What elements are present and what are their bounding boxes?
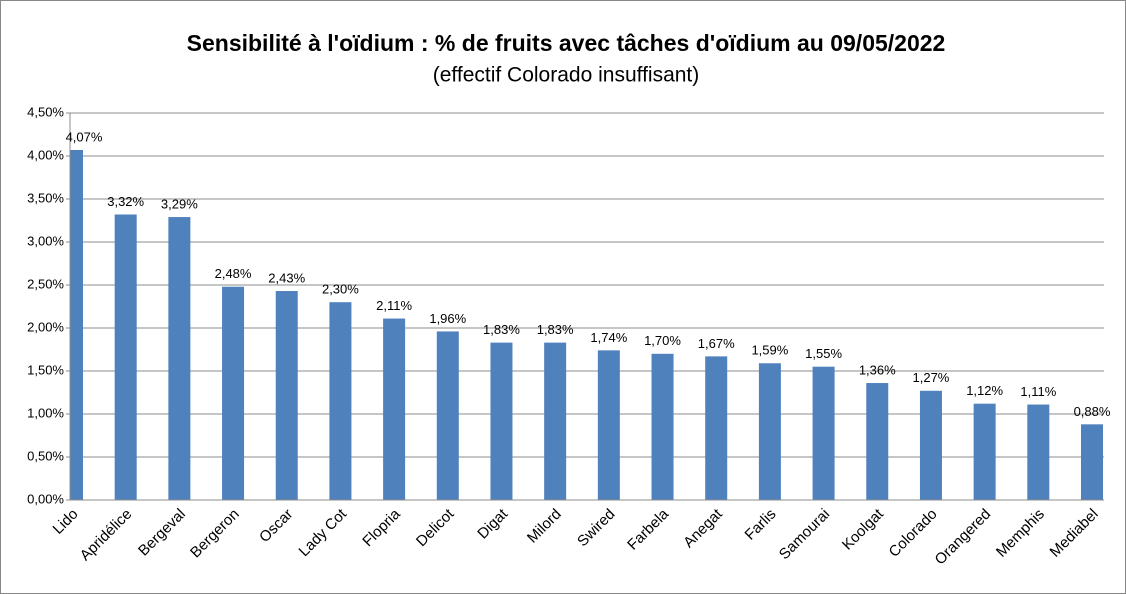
data-label: 1,55% (805, 346, 842, 361)
y-tick-label: 0,00% (27, 491, 64, 506)
bar (168, 217, 191, 500)
data-label: 2,30% (322, 282, 359, 297)
data-label: 1,36% (859, 362, 896, 377)
y-tick-label: 0,50% (27, 448, 64, 463)
y-tick-label: 4,00% (27, 147, 64, 162)
data-label: 1,83% (537, 322, 574, 337)
bar (275, 291, 298, 500)
bar (919, 390, 942, 500)
data-label: 3,29% (161, 196, 198, 211)
bar (383, 318, 406, 500)
bar (490, 342, 513, 500)
y-tick-label: 3,00% (27, 233, 64, 248)
bar (705, 356, 728, 500)
data-label: 0,88% (1074, 404, 1111, 419)
bar (973, 403, 996, 500)
y-tick-label: 1,50% (27, 362, 64, 377)
data-label: 1,70% (644, 333, 681, 348)
bar (70, 149, 83, 500)
data-label: 1,59% (751, 343, 788, 358)
bar (651, 353, 674, 500)
bar (436, 331, 459, 500)
bar (329, 302, 352, 500)
y-tick-label: 2,50% (27, 276, 64, 291)
bar (222, 286, 245, 500)
y-tick-label: 1,00% (27, 405, 64, 420)
data-label: 1,11% (1020, 384, 1056, 399)
chart-subtitle: (effectif Colorado insuffisant) (433, 64, 700, 87)
data-label: 1,67% (698, 336, 735, 351)
bar (597, 350, 620, 500)
data-label: 1,12% (966, 383, 1003, 398)
y-tick-label: 3,50% (27, 190, 64, 205)
bar (1027, 404, 1050, 500)
chart-title: Sensibilité à l'oïdium : % de fruits ave… (187, 30, 946, 56)
data-label: 1,96% (429, 311, 466, 326)
bar (114, 214, 137, 500)
data-label: 3,32% (107, 194, 144, 209)
data-label: 2,48% (215, 266, 252, 281)
y-tick-label: 2,00% (27, 319, 64, 334)
bar (758, 363, 781, 500)
bar (544, 342, 567, 500)
y-tick-label: 4,50% (27, 104, 64, 119)
bar (866, 383, 889, 500)
data-label: 1,83% (483, 322, 520, 337)
data-label: 2,43% (268, 270, 305, 285)
data-label: 2,11% (376, 298, 412, 313)
bar (812, 366, 835, 500)
bar (1081, 424, 1103, 500)
data-label: 4,07% (66, 129, 103, 144)
data-label: 1,74% (590, 330, 627, 345)
data-label: 1,27% (913, 370, 950, 385)
